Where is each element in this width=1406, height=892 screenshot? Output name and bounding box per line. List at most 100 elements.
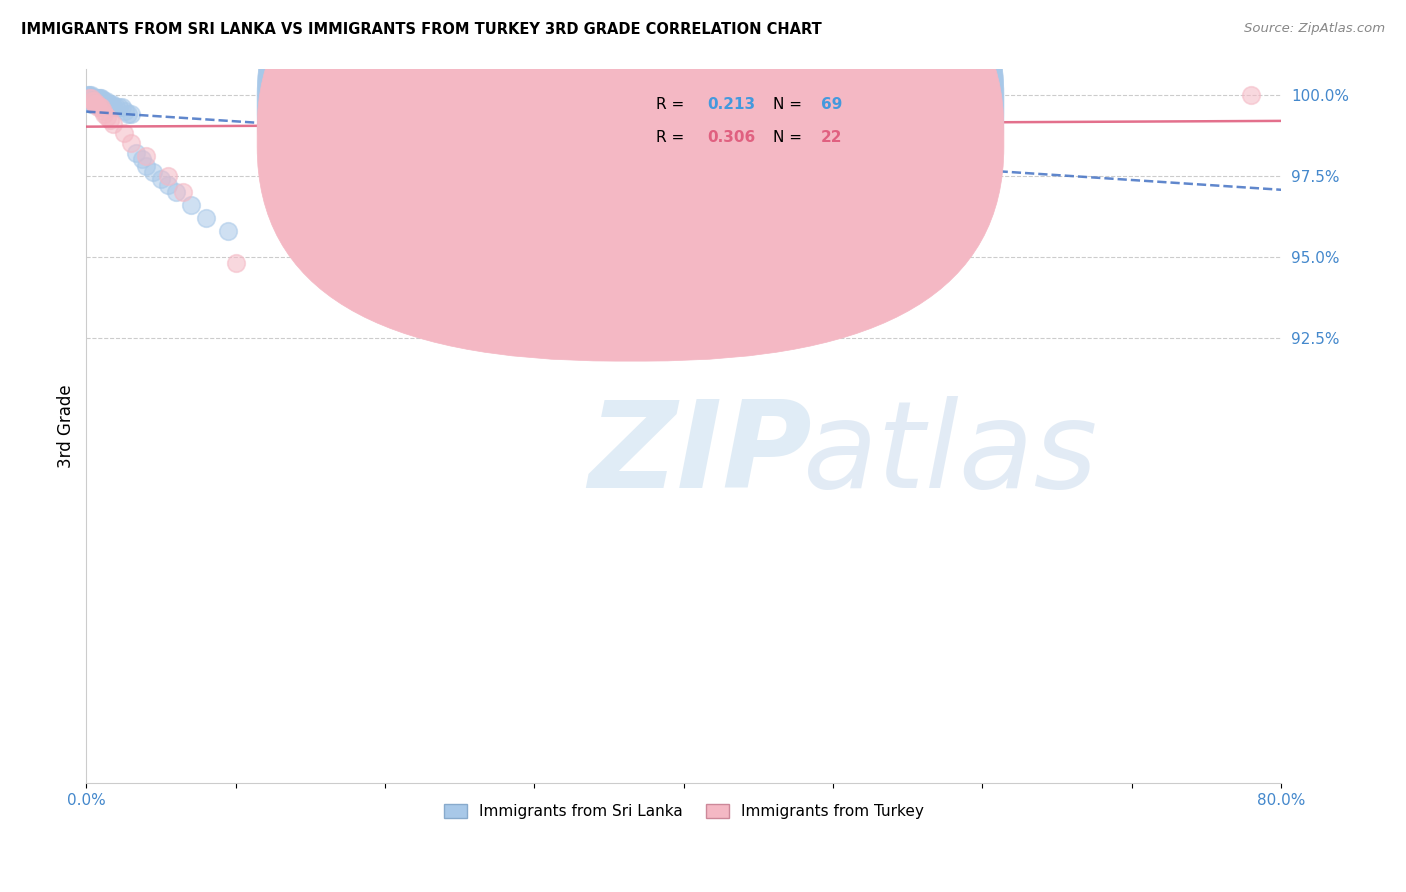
Point bbox=[87, 97, 110, 112]
FancyBboxPatch shape bbox=[257, 0, 1004, 327]
Point bbox=[225, 256, 247, 270]
Text: R =: R = bbox=[657, 96, 689, 112]
Point bbox=[80, 97, 103, 112]
Point bbox=[86, 91, 108, 105]
Text: ZIP: ZIP bbox=[588, 396, 811, 513]
Point bbox=[86, 94, 108, 108]
Point bbox=[83, 94, 105, 108]
Point bbox=[80, 91, 103, 105]
FancyBboxPatch shape bbox=[582, 65, 941, 186]
Point bbox=[149, 172, 172, 186]
Point bbox=[89, 94, 111, 108]
Point bbox=[101, 117, 124, 131]
Point bbox=[105, 101, 128, 115]
Point bbox=[83, 91, 105, 105]
Point bbox=[98, 113, 121, 128]
Point bbox=[180, 198, 202, 212]
Point bbox=[94, 94, 117, 108]
Point bbox=[80, 94, 103, 108]
Point bbox=[91, 94, 114, 108]
Point bbox=[77, 91, 100, 105]
Point bbox=[142, 165, 165, 179]
Point bbox=[111, 101, 134, 115]
Point bbox=[1240, 87, 1263, 102]
Point bbox=[87, 101, 110, 115]
Point bbox=[84, 97, 107, 112]
Point bbox=[194, 211, 217, 225]
Y-axis label: 3rd Grade: 3rd Grade bbox=[58, 384, 75, 467]
FancyBboxPatch shape bbox=[257, 0, 1004, 361]
Point bbox=[86, 94, 108, 108]
Point bbox=[76, 91, 98, 105]
Text: 0.213: 0.213 bbox=[707, 96, 755, 112]
Point bbox=[77, 87, 100, 102]
Point bbox=[84, 97, 107, 112]
Point bbox=[96, 110, 118, 124]
Point bbox=[80, 91, 103, 105]
Point bbox=[83, 94, 105, 108]
Text: atlas: atlas bbox=[803, 396, 1098, 513]
Point bbox=[83, 94, 105, 108]
Point bbox=[124, 145, 146, 160]
Point bbox=[101, 101, 124, 115]
Point bbox=[89, 97, 111, 112]
Text: 0.306: 0.306 bbox=[707, 130, 756, 145]
Point bbox=[90, 91, 112, 105]
Point bbox=[87, 94, 110, 108]
Point bbox=[90, 101, 112, 115]
Point bbox=[114, 103, 136, 118]
Point bbox=[83, 91, 105, 105]
Point bbox=[120, 136, 142, 151]
Point bbox=[131, 153, 153, 167]
Point bbox=[80, 87, 103, 102]
Point bbox=[76, 91, 98, 105]
Point bbox=[82, 97, 104, 112]
Point bbox=[91, 97, 114, 112]
Point bbox=[80, 94, 103, 108]
Point bbox=[77, 91, 100, 105]
Point bbox=[77, 94, 100, 108]
Point bbox=[98, 97, 121, 112]
Point bbox=[82, 94, 104, 108]
Point bbox=[108, 101, 131, 115]
Point bbox=[89, 91, 111, 105]
Point bbox=[87, 91, 110, 105]
Point bbox=[96, 97, 118, 112]
Point bbox=[84, 94, 107, 108]
Point bbox=[89, 101, 111, 115]
Point bbox=[93, 97, 115, 112]
Point bbox=[90, 97, 112, 112]
Point bbox=[120, 107, 142, 121]
Point bbox=[76, 87, 98, 102]
Point bbox=[117, 107, 139, 121]
Point bbox=[84, 97, 107, 112]
Point bbox=[83, 97, 105, 112]
Point bbox=[84, 94, 107, 108]
Point bbox=[82, 94, 104, 108]
Text: N =: N = bbox=[773, 130, 807, 145]
Text: Source: ZipAtlas.com: Source: ZipAtlas.com bbox=[1244, 22, 1385, 36]
Point bbox=[93, 94, 115, 108]
Point bbox=[897, 87, 920, 102]
Text: 69: 69 bbox=[821, 96, 842, 112]
Point bbox=[165, 185, 187, 199]
Point bbox=[93, 107, 115, 121]
Point bbox=[90, 94, 112, 108]
Point bbox=[217, 224, 239, 238]
Point bbox=[172, 185, 194, 199]
Point bbox=[82, 91, 104, 105]
Point bbox=[77, 94, 100, 108]
Text: N =: N = bbox=[773, 96, 807, 112]
Text: IMMIGRANTS FROM SRI LANKA VS IMMIGRANTS FROM TURKEY 3RD GRADE CORRELATION CHART: IMMIGRANTS FROM SRI LANKA VS IMMIGRANTS … bbox=[21, 22, 823, 37]
Point bbox=[112, 127, 135, 141]
Point bbox=[135, 159, 157, 173]
Text: 22: 22 bbox=[821, 130, 842, 145]
Point bbox=[86, 97, 108, 112]
Point bbox=[91, 103, 114, 118]
Point bbox=[157, 178, 180, 193]
Point bbox=[100, 97, 122, 112]
Point bbox=[157, 169, 180, 183]
Point bbox=[83, 97, 105, 112]
Text: R =: R = bbox=[657, 130, 689, 145]
Point bbox=[82, 91, 104, 105]
